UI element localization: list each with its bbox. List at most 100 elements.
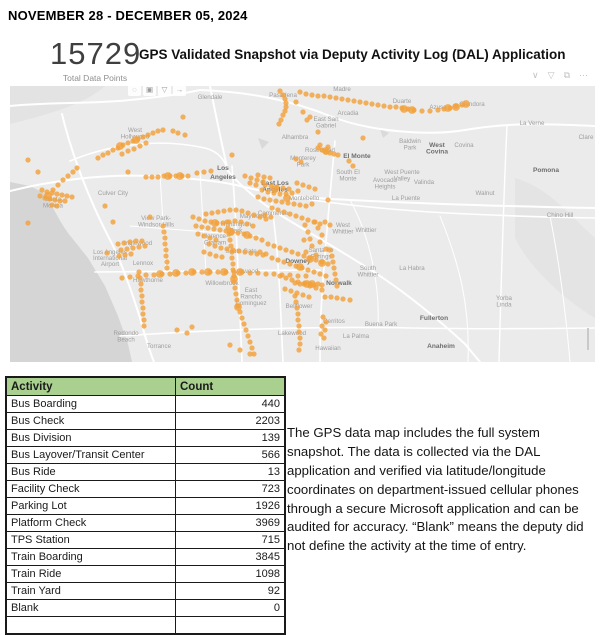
count-cell: 92 <box>175 582 286 600</box>
gps-data-point <box>145 132 151 138</box>
map-label: Downey <box>285 258 311 265</box>
gps-data-point <box>74 165 80 171</box>
map-label: West Whittier <box>333 222 354 236</box>
gps-data-point <box>62 198 68 204</box>
gps-data-point <box>130 245 136 251</box>
map-canvas: GlendalePasadenaMadreDuarteAzusaGlendora… <box>10 86 595 362</box>
gps-data-point <box>174 327 180 333</box>
map-label: Alhambra <box>282 134 309 141</box>
gps-data-point <box>180 114 186 120</box>
gps-data-point <box>369 101 375 107</box>
gps-data-point <box>255 194 261 200</box>
gps-data-point <box>141 317 147 323</box>
map-label: La Palma <box>343 333 370 340</box>
gps-map[interactable]: ◌ ▣ ▽ → <box>10 86 595 362</box>
count-cell: 566 <box>175 446 286 464</box>
gps-data-point <box>289 277 295 283</box>
map-label: Glendale <box>198 94 223 101</box>
gps-data-point <box>247 351 253 357</box>
gps-data-point <box>289 249 295 255</box>
gps-data-point <box>230 275 238 283</box>
count-cell: 2203 <box>175 412 286 430</box>
count-cell: 1098 <box>175 565 286 583</box>
map-layers-icon[interactable]: ▣ <box>143 86 156 96</box>
gps-data-point <box>64 193 70 199</box>
filter-icon[interactable]: ▽ <box>547 70 555 80</box>
map-pan-icon[interactable]: → <box>173 86 186 96</box>
map-label: Santa Fe Springs <box>308 247 334 261</box>
gps-data-point <box>137 143 143 149</box>
count-cell: 13 <box>175 463 286 481</box>
gps-data-point <box>305 217 311 223</box>
gps-data-point <box>301 237 307 243</box>
gps-data-point <box>287 272 293 278</box>
gps-data-point <box>289 190 295 196</box>
gps-data-point <box>263 216 269 222</box>
gps-data-point <box>104 250 110 256</box>
gps-data-point <box>306 255 314 263</box>
gps-data-point <box>136 269 142 275</box>
gps-data-point <box>288 288 294 294</box>
gps-data-point <box>340 296 346 302</box>
gps-data-point <box>300 182 306 188</box>
gps-data-point <box>229 152 235 158</box>
gps-data-point <box>211 226 217 232</box>
gps-data-point <box>357 99 363 105</box>
more-options-icon[interactable]: ⋯ <box>579 70 588 80</box>
count-cell: 139 <box>175 429 286 447</box>
gps-data-point <box>211 219 219 227</box>
gps-data-point <box>243 231 251 239</box>
activity-cell: Bus Ride <box>5 463 176 481</box>
gps-data-point <box>119 151 125 157</box>
map-zoom-icon[interactable]: ◌ <box>128 86 141 96</box>
gps-data-point <box>132 136 140 144</box>
map-label: Arcadia <box>338 110 360 117</box>
pin-icon[interactable]: ∨ <box>532 70 539 80</box>
gps-data-point <box>296 263 304 271</box>
activity-count-table: Activity Count Bus Boarding 440 Bus Check 2… <box>5 376 286 635</box>
gps-data-point <box>199 269 205 275</box>
gps-data-point <box>131 146 137 152</box>
gps-data-point <box>261 196 267 202</box>
gps-data-point <box>271 243 277 249</box>
focus-mode-icon[interactable]: ⧉ <box>563 70 570 80</box>
gps-data-point <box>278 117 284 123</box>
gps-data-point <box>257 214 263 220</box>
gps-data-point <box>287 261 293 267</box>
gps-data-point <box>318 259 326 267</box>
gps-data-point <box>308 280 316 288</box>
gps-data-point <box>102 203 108 209</box>
gps-data-point <box>295 317 301 323</box>
gps-data-point <box>220 268 228 276</box>
gps-data-point <box>202 218 208 224</box>
map-scrollbar[interactable] <box>587 328 589 350</box>
map-label: Pomona <box>533 167 559 174</box>
map-filter-icon[interactable]: ▽ <box>158 86 171 96</box>
gps-data-point <box>164 265 170 271</box>
map-label: Willowbrook <box>205 280 239 287</box>
gps-data-point <box>262 212 268 218</box>
gps-data-point <box>188 268 196 276</box>
gps-data-point <box>317 239 323 245</box>
gps-data-point <box>309 201 315 207</box>
gps-data-point <box>427 108 433 114</box>
gps-data-point <box>275 207 281 213</box>
gps-data-point <box>292 293 298 299</box>
gps-data-point <box>230 261 236 267</box>
table-row: Parking Lot 1926 <box>5 497 286 515</box>
gps-data-point <box>307 114 313 120</box>
gps-data-point <box>267 175 273 181</box>
activity-cell: TPS Station <box>5 531 176 549</box>
gps-data-point <box>195 231 201 237</box>
table-row: Train Yard 92 <box>5 582 286 600</box>
map-park-patch-2 <box>380 129 389 138</box>
activity-cell: Bus Check <box>5 412 176 430</box>
description-text: The GPS data map includes the full syste… <box>287 425 584 554</box>
activity-cell: Train Boarding <box>5 548 176 566</box>
table-row-partial <box>5 616 286 635</box>
gps-data-point <box>318 331 324 337</box>
gps-data-point <box>124 246 130 252</box>
activity-cell: Blank <box>5 599 176 617</box>
gps-data-point <box>253 182 259 188</box>
gps-data-point <box>235 230 241 236</box>
